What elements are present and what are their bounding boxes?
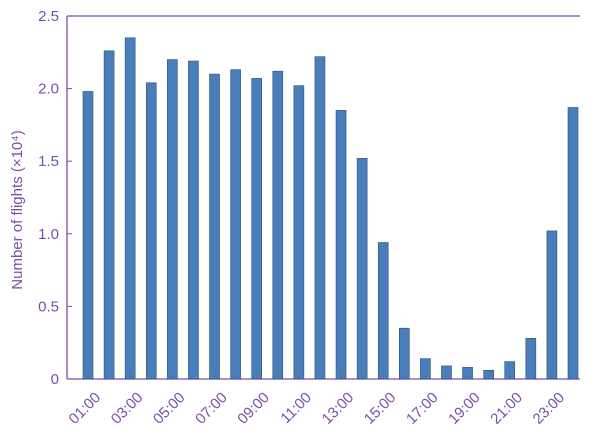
bar-06:00 (188, 60, 199, 380)
y-tick-label: 2.0 (38, 81, 59, 98)
bar-05:00 (167, 59, 178, 380)
bar-11:00 (293, 85, 305, 380)
bar-03:00 (124, 37, 136, 380)
bar-13:00 (335, 110, 347, 380)
x-tick-label: 09:00 (234, 389, 273, 428)
x-tick-label: 01:00 (66, 389, 105, 428)
bar-01:00 (82, 91, 94, 380)
x-tick-label: 07:00 (192, 389, 231, 428)
y-tick-label: 2.5 (38, 8, 59, 25)
bar-15:00 (377, 242, 389, 380)
bar-22:00 (525, 338, 537, 380)
x-tick-label: 11:00 (277, 389, 315, 427)
bar-20:00 (483, 369, 494, 380)
y-tick-label: 0 (51, 371, 59, 388)
y-tick-label: 1.5 (38, 153, 59, 170)
bar-07:00 (209, 73, 220, 380)
bars (82, 37, 579, 380)
x-tick-label: 17:00 (403, 389, 442, 428)
y-tick-label: 1.0 (38, 226, 59, 243)
bar-18:00 (441, 365, 452, 380)
bar-08:00 (230, 69, 241, 380)
x-tick-label: 15:00 (361, 389, 400, 428)
bar-09:00 (251, 78, 262, 380)
bar-04:00 (145, 82, 157, 380)
bar-12:00 (314, 56, 326, 380)
x-tick-label: 23:00 (530, 389, 569, 428)
bar-24:00 (567, 107, 579, 380)
x-tick-label: 13:00 (319, 389, 358, 428)
bar-10:00 (272, 70, 284, 380)
x-tick-label: 19:00 (445, 389, 484, 428)
x-tick-label: 05:00 (150, 389, 189, 428)
bar-16:00 (398, 327, 410, 380)
bar-02:00 (103, 50, 115, 380)
y-axis-label: Number of flights (×10⁴) (9, 130, 26, 289)
x-tick-label: 21:00 (487, 389, 526, 428)
x-tick-label: 03:00 (108, 389, 147, 428)
x-ticks: 01:00 03:00 05:00 07:00 09:00 11:00 13:00 15:00… (66, 375, 568, 428)
y-ticks: 0 0.5 1.0 1.5 2.0 2.5 (38, 8, 72, 388)
bar-23:00 (546, 230, 558, 380)
bar-14:00 (356, 158, 368, 380)
y-tick-label: 0.5 (38, 298, 59, 315)
y-axis-label-group: Number of flights (×10⁴) (9, 130, 26, 289)
